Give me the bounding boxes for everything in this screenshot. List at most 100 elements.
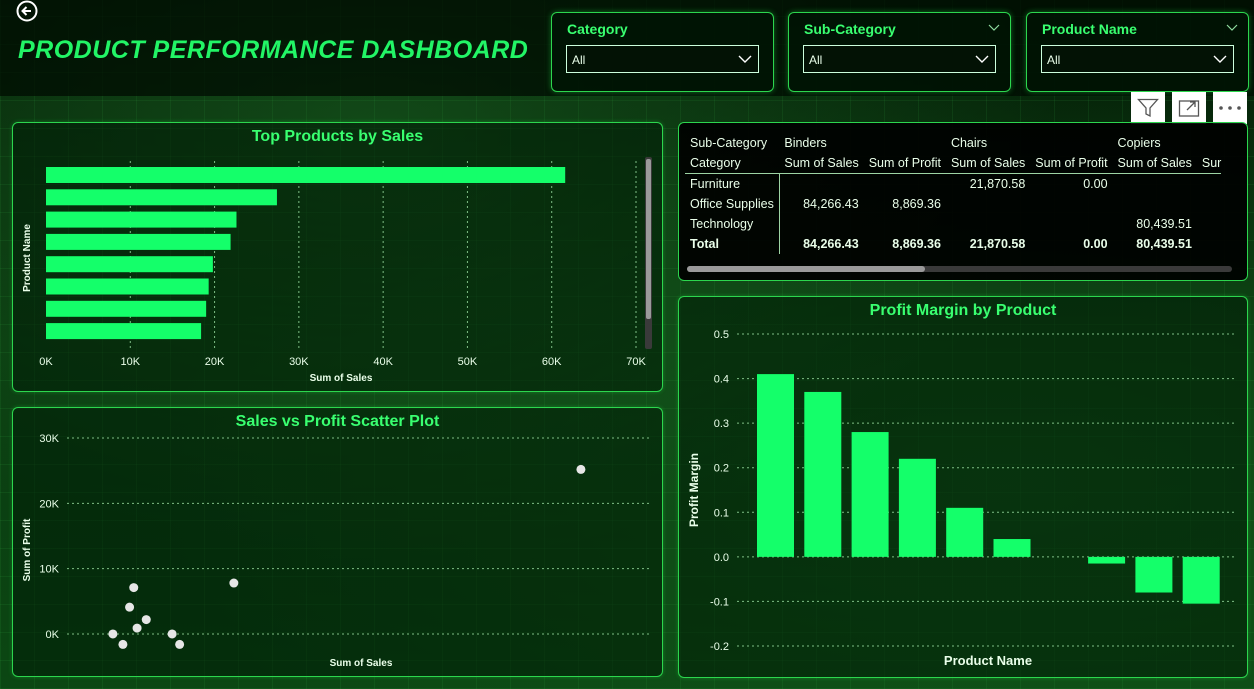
matrix-cell <box>864 214 946 234</box>
x-tick-label: 60K <box>542 356 562 368</box>
matrix-column-group[interactable]: Chairs <box>950 136 988 150</box>
scatter-point[interactable] <box>129 583 139 593</box>
scatter-title: Sales vs Profit Scatter Plot <box>235 413 440 430</box>
scatter-point[interactable] <box>132 623 142 633</box>
matrix-row-label[interactable]: Furniture <box>685 173 780 194</box>
vertical-scrollbar-thumb[interactable] <box>646 159 651 319</box>
scatter-point[interactable] <box>125 602 135 612</box>
matrix-column-group[interactable]: Binders <box>784 136 827 150</box>
category-dropdown[interactable]: All <box>566 45 759 73</box>
bar[interactable] <box>898 458 936 557</box>
matrix-cell: 8,869.36 <box>892 197 941 211</box>
top-products-xlabel: Sum of Sales <box>310 373 373 384</box>
matrix-row-header: Sub-Category <box>690 136 768 150</box>
focus-mode-button[interactable] <box>1172 92 1206 124</box>
chevron-down-icon[interactable] <box>988 21 1000 33</box>
scatter-point[interactable] <box>167 629 177 639</box>
matrix-measure-header[interactable]: Sum of Sales <box>950 156 1026 170</box>
profit-margin-title: Profit Margin by Product <box>869 302 1057 319</box>
bar[interactable] <box>46 300 207 317</box>
matrix-column-group[interactable]: Copiers <box>1117 136 1161 150</box>
bar[interactable] <box>1088 556 1126 564</box>
scatter-point[interactable] <box>175 639 185 649</box>
matrix-cell <box>778 173 864 194</box>
more-options-button[interactable] <box>1213 92 1247 124</box>
matrix-measure-header[interactable]: Sum of Sales <box>1117 156 1192 170</box>
sub-category-slicer-label: Sub-Category <box>804 21 896 37</box>
y-tick-label: 20K <box>39 498 59 510</box>
matrix-total-label: Total <box>690 237 719 251</box>
x-tick-label: 0K <box>39 356 53 368</box>
chevron-down-icon[interactable] <box>1226 21 1238 33</box>
bar[interactable] <box>757 374 794 557</box>
bar[interactable] <box>946 507 984 557</box>
bar[interactable] <box>993 539 1031 557</box>
back-arrow-icon[interactable] <box>16 0 38 22</box>
matrix-measure-header[interactable]: Sum of Profit <box>868 156 941 170</box>
x-tick-label: 50K <box>458 356 478 368</box>
matrix-total-cell: 80,439.51 <box>1136 237 1192 251</box>
scatter-point[interactable] <box>229 578 239 588</box>
profit-margin-xlabel: Product Name <box>944 653 1032 668</box>
matrix-cell: 0.00 <box>1030 173 1113 194</box>
sub-category-dropdown[interactable]: All <box>803 45 996 73</box>
matrix-cell <box>863 173 946 194</box>
matrix-measure-header[interactable]: Sum of Profit <box>1035 156 1108 170</box>
x-tick-label: 70K <box>626 356 646 368</box>
bar[interactable] <box>46 233 231 250</box>
matrix-cell <box>946 214 1030 234</box>
category-slicer-label: Category <box>567 21 628 37</box>
horizontal-scrollbar[interactable] <box>687 266 1232 272</box>
sales-profit-matrix[interactable]: Sub-Category Binders Chairs Copiers Cate… <box>678 122 1248 281</box>
y-tick-label: 0.4 <box>714 374 729 386</box>
scatter-point[interactable] <box>118 639 128 649</box>
y-tick-label: 10K <box>39 564 59 576</box>
y-tick-label: 0.5 <box>714 329 729 341</box>
horizontal-scrollbar-thumb[interactable] <box>687 266 925 272</box>
scatter-point[interactable] <box>576 464 586 474</box>
chevron-down-icon <box>738 55 752 63</box>
matrix-row-label[interactable]: Technology <box>690 217 754 231</box>
scatter-point[interactable] <box>108 629 118 639</box>
bar[interactable] <box>851 432 889 557</box>
matrix-total-cell: 84,266.43 <box>778 234 864 254</box>
y-tick-label: 0.3 <box>714 418 729 430</box>
bar[interactable] <box>46 211 237 228</box>
bar[interactable] <box>1135 556 1173 593</box>
more-options-icon <box>1219 106 1241 110</box>
product-name-dropdown[interactable]: All <box>1041 45 1234 73</box>
matrix-measure-header[interactable]: Sum of Sales <box>784 156 859 170</box>
y-tick-label: 0K <box>46 629 60 641</box>
scatter-xlabel: Sum of Sales <box>330 658 393 669</box>
x-tick-label: 10K <box>120 356 140 368</box>
bar[interactable] <box>46 189 277 206</box>
top-products-title: Top Products by Sales <box>251 128 424 145</box>
matrix-cell <box>946 194 1030 214</box>
product-name-slicer[interactable]: Product Name All <box>1026 12 1249 92</box>
matrix-row-label[interactable]: Office Supplies <box>690 197 774 211</box>
profit-margin-ylabel: Profit Margin <box>687 453 701 527</box>
matrix-measure-header[interactable]: Sur <box>1201 156 1222 170</box>
y-tick-label: -0.1 <box>710 596 729 608</box>
matrix-cell <box>1112 173 1197 194</box>
scatter-ylabel: Sum of Profit <box>22 518 33 581</box>
y-tick-label: 0.0 <box>714 552 729 564</box>
bar[interactable] <box>46 256 213 273</box>
table-row-total: Total 84,266.43 8,869.36 21,870.58 0.00 … <box>685 234 1221 254</box>
bar[interactable] <box>1182 556 1220 604</box>
bar[interactable] <box>46 167 566 183</box>
sub-category-slicer[interactable]: Sub-Category All <box>788 12 1011 92</box>
bar[interactable] <box>46 323 202 340</box>
scatter-point[interactable] <box>141 615 151 625</box>
filter-button[interactable] <box>1131 92 1165 124</box>
y-tick-label: 30K <box>39 433 59 445</box>
y-tick-label: -0.2 <box>710 641 729 653</box>
bar[interactable] <box>46 278 209 295</box>
bar[interactable] <box>804 391 842 557</box>
profit-margin-panel: Profit Margin by Product 0.5 0.4 0.3 0.2 0.1… <box>678 296 1248 678</box>
scatter-panel: Sales vs Profit Scatter Plot 30K 20K 10K 0K… <box>12 407 663 677</box>
category-slicer[interactable]: Category All <box>551 12 774 92</box>
category-dropdown-value: All <box>572 53 586 67</box>
page-title: PRODUCT PERFORMANCE DASHBOARD <box>18 36 529 64</box>
product-name-dropdown-value: All <box>1047 53 1061 67</box>
